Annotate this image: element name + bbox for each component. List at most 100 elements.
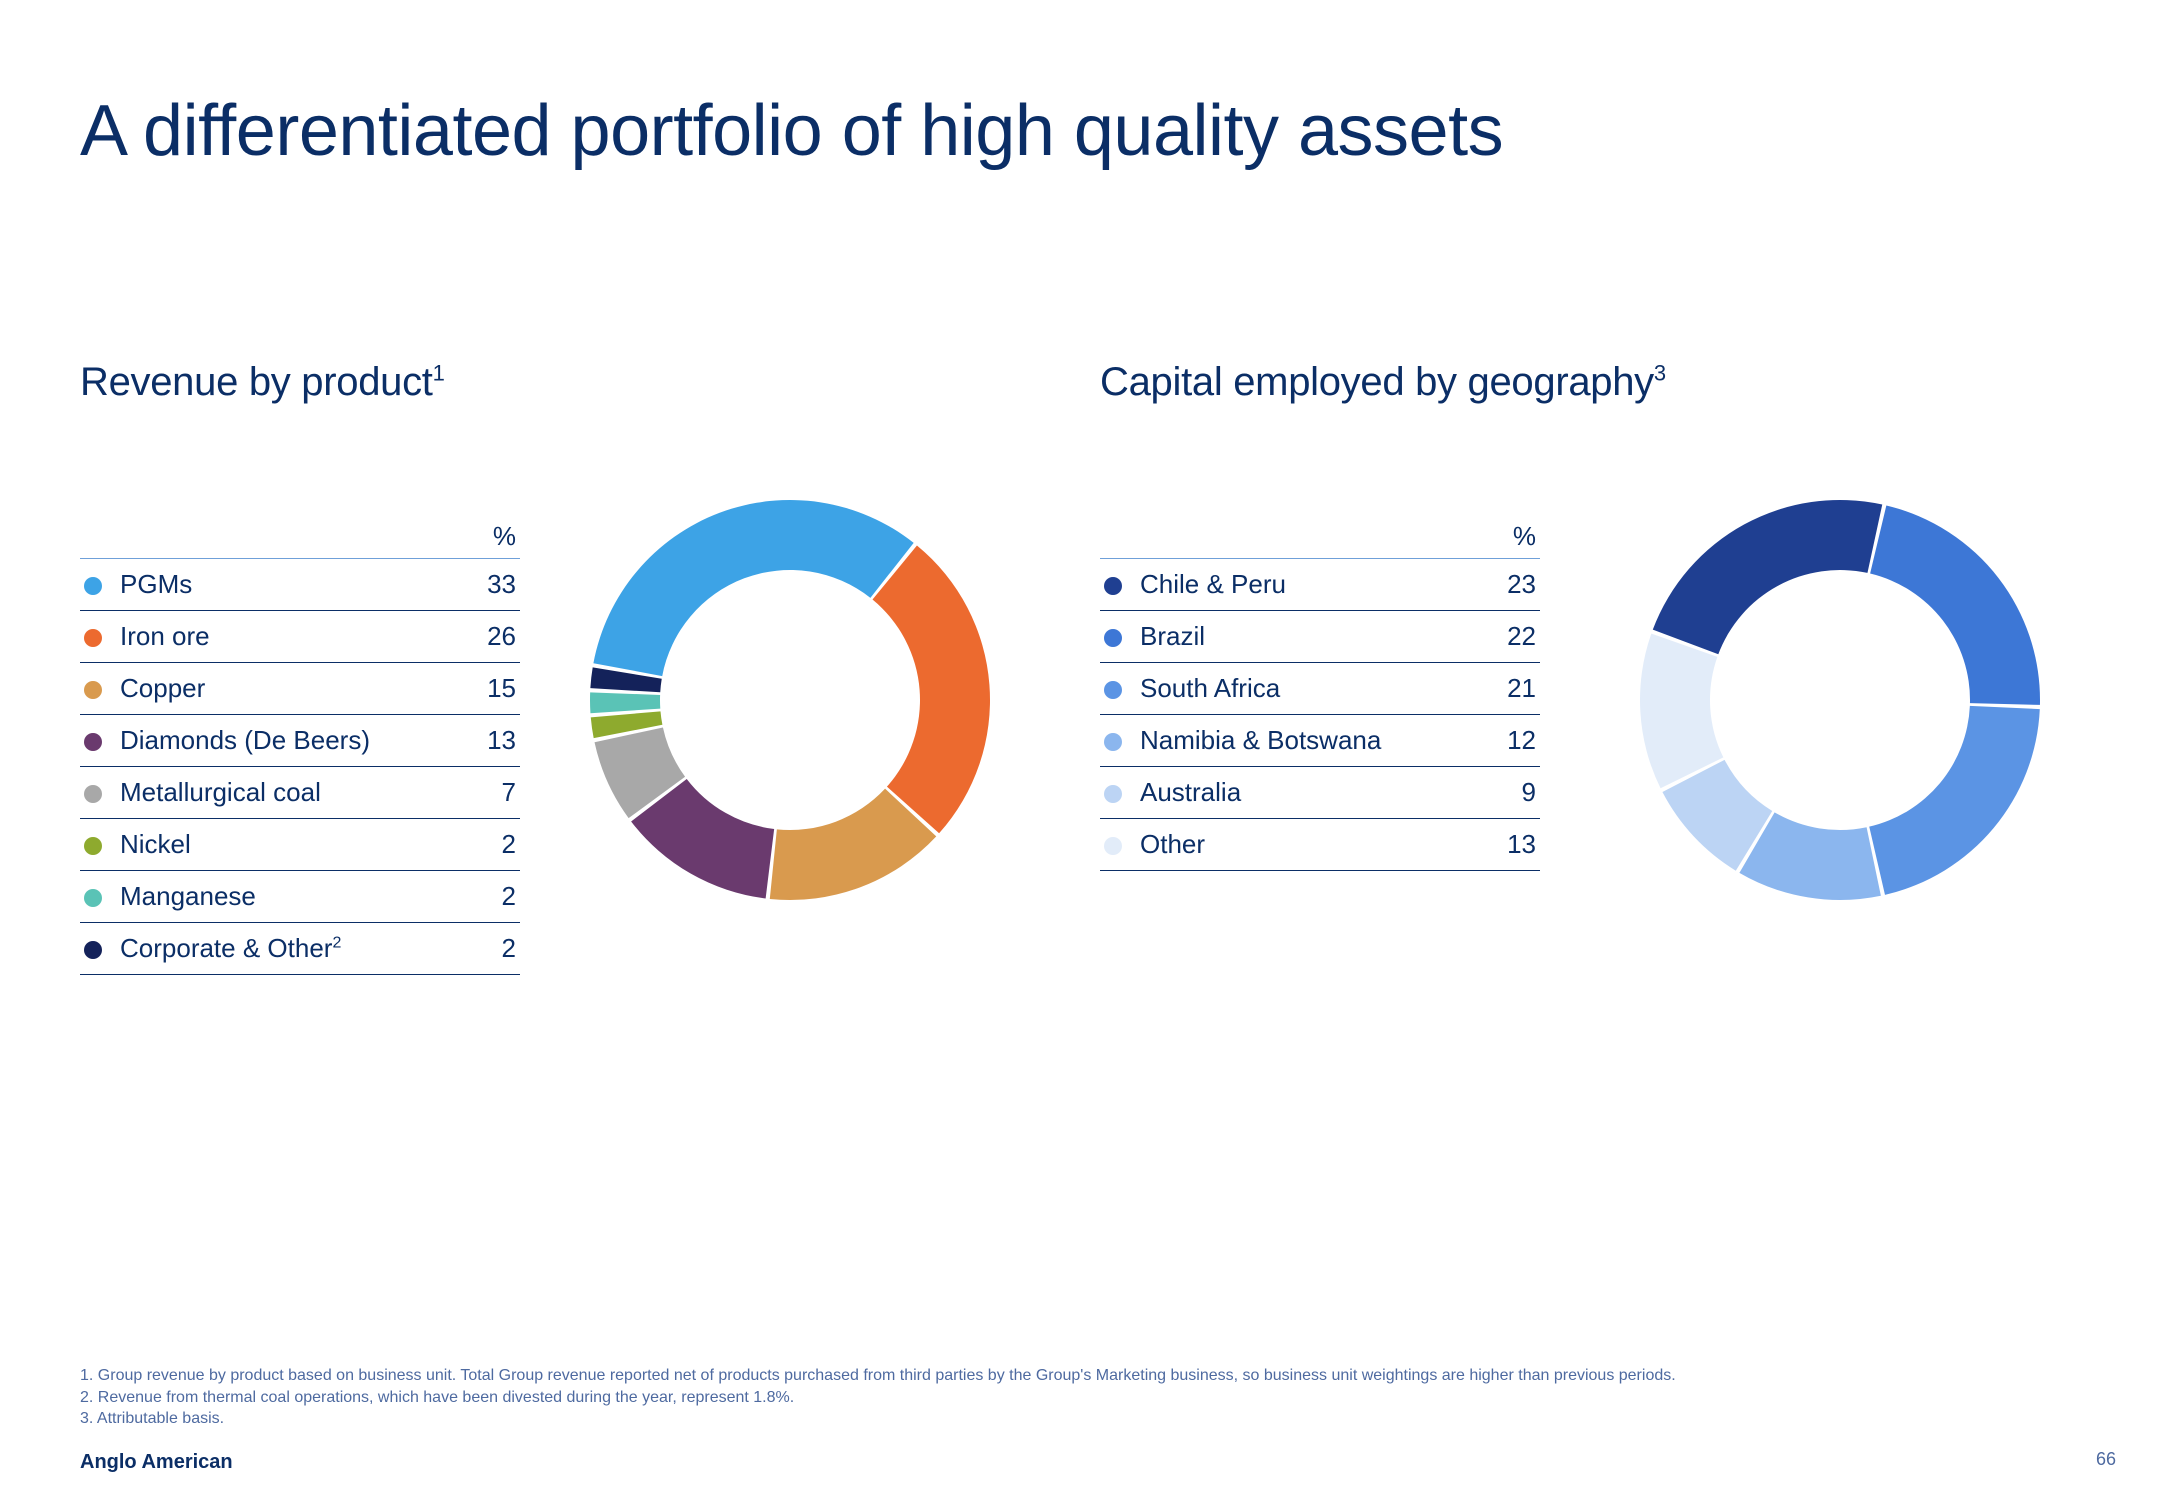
legend-row: South Africa 21 — [1100, 663, 1540, 715]
legend-dot-icon — [84, 889, 102, 907]
donut-chart — [580, 490, 1000, 910]
panel-title-capital-text: Capital employed by geography — [1100, 360, 1654, 404]
legend-label-cell: Brazil — [1100, 611, 1490, 663]
footnote-1: 1. Group revenue by product based on bus… — [80, 1365, 1676, 1387]
legend-header-pct-2: % — [1490, 515, 1540, 559]
legend-body-revenue: PGMs33Iron ore26Copper15Diamonds (De Bee… — [80, 559, 520, 975]
legend-dot-icon — [1104, 629, 1122, 647]
panel-revenue-by-product: Revenue by product1 % PGMs33Iron ore26Co… — [80, 360, 1040, 975]
legend-table-revenue: % PGMs33Iron ore26Copper15Diamonds (De B… — [80, 515, 520, 975]
panel-title-revenue: Revenue by product1 — [80, 360, 1040, 405]
legend-value: 33 — [471, 559, 520, 611]
legend-row: Nickel2 — [80, 819, 520, 871]
legend-value: 12 — [1490, 715, 1540, 767]
donut-slice — [1640, 634, 1723, 789]
legend-value: 13 — [471, 715, 520, 767]
legend-dot-icon — [84, 577, 102, 595]
legend-dot-icon — [84, 681, 102, 699]
legend-row: Chile & Peru 23 — [1100, 559, 1540, 611]
legend-dot-icon — [84, 785, 102, 803]
legend-label: Corporate & Other2 — [120, 933, 341, 963]
panel-title-capital: Capital employed by geography3 — [1100, 360, 2080, 405]
company-mark: Anglo American — [80, 1451, 233, 1474]
legend-value: 2 — [471, 923, 520, 975]
legend-row: PGMs 33 — [80, 559, 520, 611]
panel-title-revenue-text: Revenue by product — [80, 360, 433, 404]
legend-label: PGMs — [120, 569, 192, 599]
donut-slice — [1870, 505, 2040, 704]
legend-dot-icon — [84, 629, 102, 647]
panel-capital-by-geography: Capital employed by geography3 % Chile &… — [1100, 360, 2080, 871]
legend-value: 15 — [471, 663, 520, 715]
legend-value: 22 — [1490, 611, 1540, 663]
legend-label: Australia — [1140, 777, 1241, 807]
donut-revenue — [580, 490, 1000, 915]
legend-dot-icon — [1104, 785, 1122, 803]
legend-row: Brazil 22 — [1100, 611, 1540, 663]
legend-label: Brazil — [1140, 621, 1205, 651]
donut-slice — [593, 500, 913, 676]
page-title: A differentiated portfolio of high quali… — [80, 90, 1503, 172]
legend-label-cell: Corporate & Other2 — [80, 923, 471, 975]
legend-label: South Africa — [1140, 673, 1280, 703]
legend-row: Australia 9 — [1100, 767, 1540, 819]
legend-label: Iron ore — [120, 621, 210, 651]
legend-value: 23 — [1490, 559, 1540, 611]
legend-label: Namibia & Botswana — [1140, 725, 1381, 755]
legend-label-cell: Iron ore — [80, 611, 471, 663]
legend-label-cell: Manganese — [80, 871, 471, 923]
legend-label-cell: Chile & Peru — [1100, 559, 1490, 611]
legend-table-capital: % Chile & Peru23Brazil22South Africa21Na… — [1100, 515, 1540, 871]
donut-slice — [1869, 706, 2040, 895]
legend-body-capital: Chile & Peru23Brazil22South Africa21Nami… — [1100, 559, 1540, 871]
panel-title-capital-sup: 3 — [1654, 361, 1666, 386]
legend-label-cell: Diamonds (De Beers) — [80, 715, 471, 767]
legend-row: Other13 — [1100, 819, 1540, 871]
legend-label-cell: Metallurgical coal — [80, 767, 471, 819]
legend-row: Manganese 2 — [80, 871, 520, 923]
footnote-3: 3. Attributable basis. — [80, 1408, 1676, 1430]
panel-title-revenue-sup: 1 — [433, 361, 445, 386]
legend-dot-icon — [1104, 837, 1122, 855]
legend-label-cell: South Africa — [1100, 663, 1490, 715]
legend-label-cell: Nickel — [80, 819, 471, 871]
legend-row: Iron ore 26 — [80, 611, 520, 663]
legend-dot-icon — [84, 837, 102, 855]
footnote-2: 2. Revenue from thermal coal operations,… — [80, 1387, 1676, 1409]
legend-dot-icon — [1104, 733, 1122, 751]
donut-capital — [1630, 490, 2050, 915]
legend-value: 9 — [1490, 767, 1540, 819]
legend-dot-icon — [84, 733, 102, 751]
donut-chart — [1630, 490, 2050, 910]
donut-slice — [873, 545, 990, 833]
legend-row: Namibia & Botswana 12 — [1100, 715, 1540, 767]
legend-label: Copper — [120, 673, 205, 703]
page-number: 66 — [2096, 1449, 2116, 1470]
legend-label-cell: PGMs — [80, 559, 471, 611]
legend-label-cell: Copper — [80, 663, 471, 715]
legend-label-sup: 2 — [332, 934, 341, 951]
legend-value: 26 — [471, 611, 520, 663]
legend-dot-icon — [84, 941, 102, 959]
legend-label-cell: Australia — [1100, 767, 1490, 819]
legend-value: 7 — [471, 767, 520, 819]
legend-label: Other — [1140, 829, 1205, 859]
legend-label-cell: Namibia & Botswana — [1100, 715, 1490, 767]
legend-dot-icon — [1104, 577, 1122, 595]
legend-row: Copper 15 — [80, 663, 520, 715]
legend-header-blank-2 — [1100, 515, 1490, 559]
legend-label: Metallurgical coal — [120, 777, 321, 807]
legend-label: Diamonds (De Beers) — [120, 725, 370, 755]
legend-label-cell: Other — [1100, 819, 1490, 871]
legend-value: 2 — [471, 871, 520, 923]
footnotes: 1. Group revenue by product based on bus… — [80, 1365, 1676, 1430]
legend-label: Chile & Peru — [1140, 569, 1286, 599]
legend-header-pct: % — [471, 515, 520, 559]
legend-dot-icon — [1104, 681, 1122, 699]
donut-slice — [590, 692, 660, 713]
legend-header-blank — [80, 515, 471, 559]
legend-value: 21 — [1490, 663, 1540, 715]
legend-label: Manganese — [120, 881, 256, 911]
legend-row: Diamonds (De Beers) 13 — [80, 715, 520, 767]
donut-slice — [1653, 500, 1882, 654]
